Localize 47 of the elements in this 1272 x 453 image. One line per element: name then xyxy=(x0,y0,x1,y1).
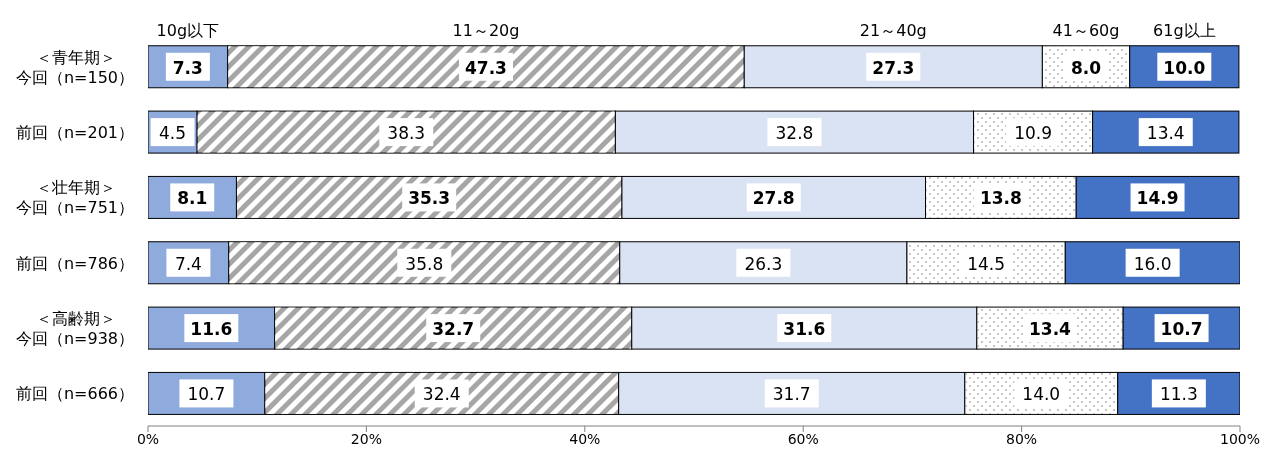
y-tick-label: ＜青年期＞今回（n=150） xyxy=(15,47,134,87)
data-label: 14.5 xyxy=(967,253,1006,274)
data-label: 14.0 xyxy=(1022,384,1061,405)
data-label: 32.7 xyxy=(432,319,475,340)
data-label: 4.5 xyxy=(159,123,187,144)
y-tick-label: 前回（n=201） xyxy=(15,122,134,142)
series-label: 61g以上 xyxy=(1153,20,1216,40)
data-label: 31.6 xyxy=(783,319,826,340)
data-label: 27.3 xyxy=(872,57,915,78)
series-label: 41～60g xyxy=(1052,20,1120,40)
x-tick-label: 0% xyxy=(136,430,160,447)
data-label: 35.8 xyxy=(405,253,444,274)
x-tick-label: 40% xyxy=(569,430,601,447)
x-tick-label: 80% xyxy=(1006,430,1038,447)
data-label: 11.6 xyxy=(190,319,233,340)
data-label: 14.9 xyxy=(1136,188,1179,209)
data-label: 10.7 xyxy=(187,384,226,405)
y-tick-label: ＜高齢期＞今回（n=938） xyxy=(15,308,134,348)
data-label: 47.3 xyxy=(465,57,507,78)
series-label: 11～20g xyxy=(452,20,520,40)
data-label: 7.4 xyxy=(174,253,202,274)
data-label: 31.7 xyxy=(772,384,811,405)
series-label: 10g以下 xyxy=(156,20,220,40)
data-label: 10.0 xyxy=(1163,57,1206,78)
series-label: 21～40g xyxy=(859,20,927,40)
data-label: 16.0 xyxy=(1133,253,1172,274)
y-tick-label: 前回（n=666） xyxy=(15,383,134,403)
data-label: 8.1 xyxy=(177,188,208,209)
data-label: 32.4 xyxy=(422,384,461,405)
data-label: 11.3 xyxy=(1159,384,1198,405)
data-label: 10.9 xyxy=(1014,123,1052,144)
data-label: 13.4 xyxy=(1146,123,1185,144)
y-tick-label: ＜壮年期＞今回（n=751） xyxy=(15,177,134,217)
data-label: 13.4 xyxy=(1029,319,1072,340)
data-label: 13.8 xyxy=(979,188,1022,209)
x-tick-label: 100% xyxy=(1219,430,1261,447)
data-label: 7.3 xyxy=(172,57,203,78)
data-label: 10.7 xyxy=(1160,319,1203,340)
data-label: 35.3 xyxy=(408,188,451,209)
data-label: 8.0 xyxy=(1070,57,1102,78)
data-label: 32.8 xyxy=(775,123,814,144)
data-label: 27.8 xyxy=(752,188,795,209)
data-label: 38.3 xyxy=(387,123,426,144)
y-tick-label: 前回（n=786） xyxy=(15,253,134,273)
data-label: 26.3 xyxy=(744,253,783,274)
x-tick-label: 20% xyxy=(350,430,382,447)
x-tick-label: 60% xyxy=(787,430,819,447)
